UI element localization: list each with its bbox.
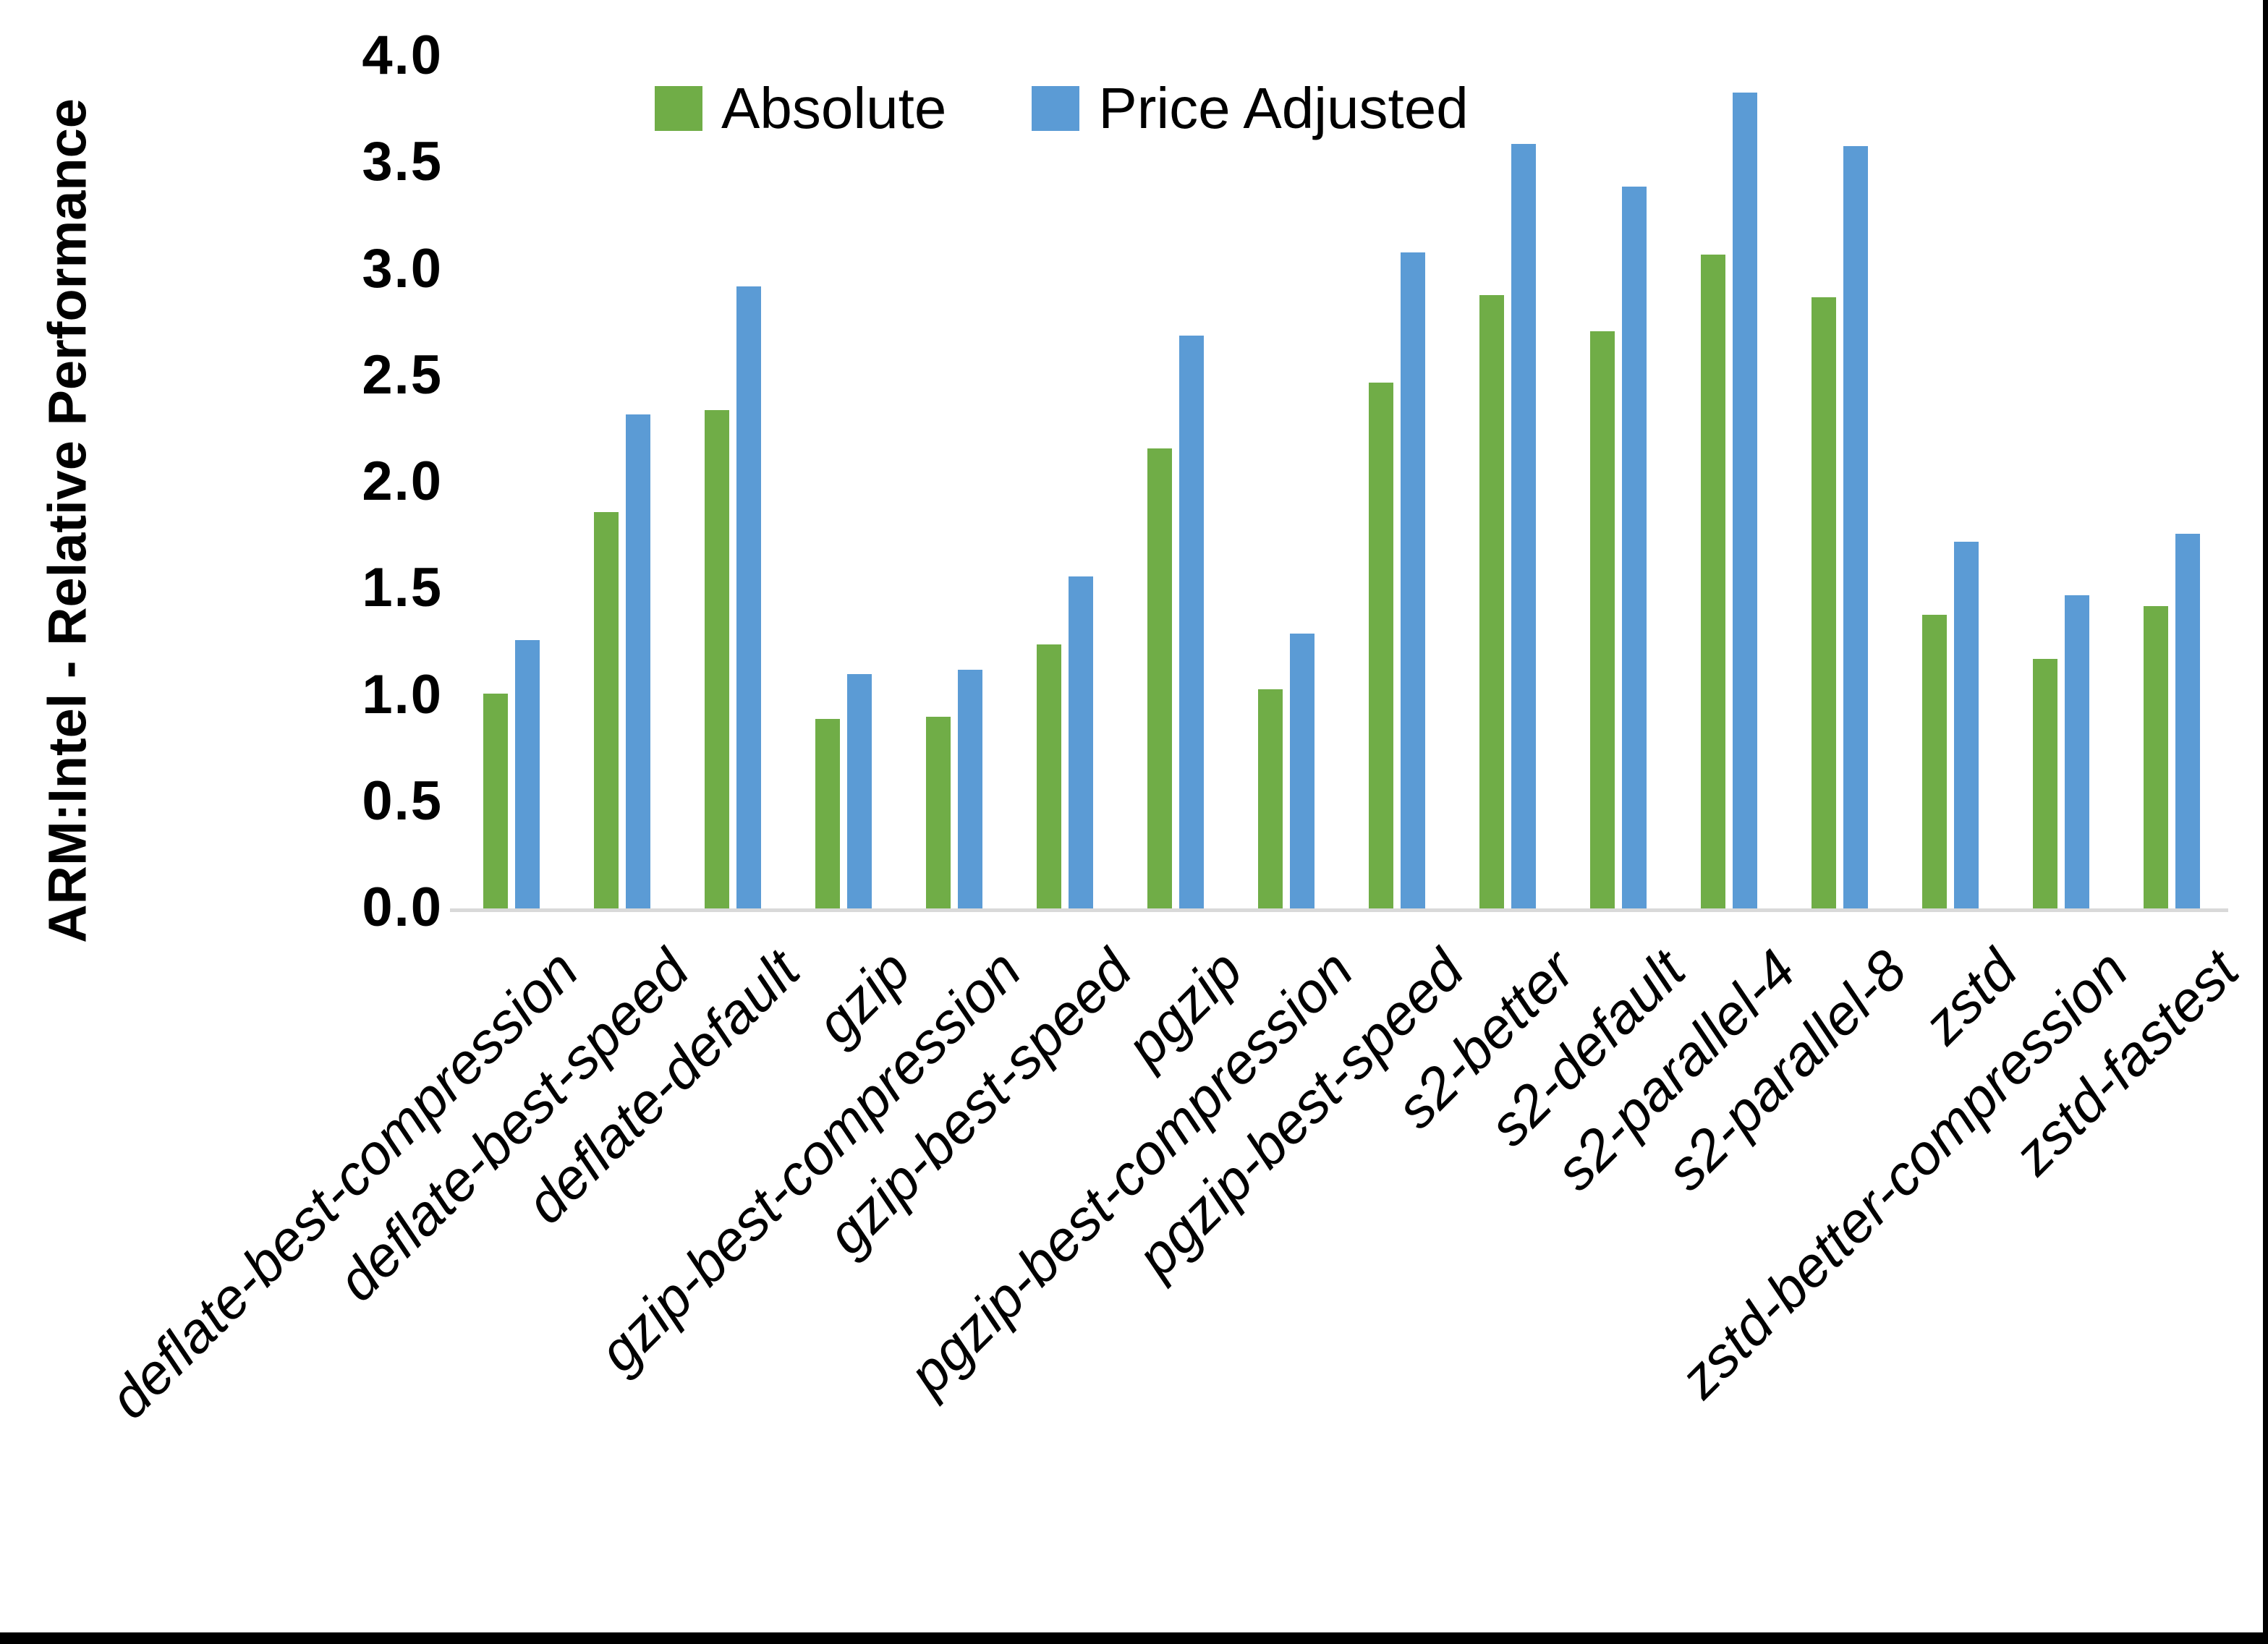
bar-absolute [1368, 382, 1393, 908]
y-tick-label: 0.0 [362, 876, 443, 938]
bar-absolute [593, 512, 619, 908]
bar-absolute [1257, 689, 1283, 908]
y-tick-label: 1.0 [362, 663, 443, 725]
bar-absolute [1921, 614, 1947, 908]
screenshot-bottom-border [0, 1632, 2268, 1644]
bar-groups [456, 56, 2227, 908]
bar-absolute [925, 716, 951, 908]
bar-absolute [815, 718, 840, 908]
bar-group [788, 56, 899, 908]
legend: Absolute Price Adjusted [655, 80, 1469, 137]
legend-swatch-absolute [655, 86, 702, 131]
bar-price-adjusted [1621, 186, 1647, 908]
bar-absolute [483, 693, 508, 908]
bar-group [1009, 56, 1120, 908]
bar-absolute [2143, 605, 2168, 908]
bar-group [1563, 56, 1673, 908]
y-tick-label: 0.5 [362, 770, 443, 832]
bar-price-adjusted [957, 670, 982, 908]
x-axis-baseline [450, 908, 2228, 912]
bar-price-adjusted [846, 674, 872, 908]
legend-item-price-adjusted: Price Adjusted [1032, 76, 1469, 140]
legend-label-price-adjusted: Price Adjusted [1098, 76, 1469, 140]
bar-group [677, 56, 788, 908]
bar-price-adjusted [1400, 252, 1425, 908]
bar-group [1341, 56, 1452, 908]
plot-area [456, 56, 2227, 908]
bar-group [1120, 56, 1231, 908]
bar-price-adjusted [1953, 542, 1979, 908]
bar-price-adjusted [1178, 335, 1204, 908]
bar-group [1784, 56, 1895, 908]
bar-absolute [1479, 294, 1504, 908]
y-tick-label: 2.0 [362, 450, 443, 512]
bar-group [1452, 56, 1563, 908]
y-tick-label: 1.5 [362, 557, 443, 619]
bar-price-adjusted [2064, 595, 2089, 908]
legend-item-absolute: Absolute [655, 80, 946, 137]
y-tick-label: 3.0 [362, 237, 443, 299]
y-tick-label: 3.5 [362, 131, 443, 193]
bar-price-adjusted [1511, 143, 1536, 908]
bar-group [2005, 56, 2116, 908]
bar-group [899, 56, 1009, 908]
bar-absolute [1811, 297, 1836, 908]
screenshot-right-border [2263, 0, 2268, 1644]
bar-absolute [2032, 659, 2057, 908]
legend-label-absolute: Absolute [721, 76, 947, 140]
bar-group [2116, 56, 2227, 908]
bar-price-adjusted [514, 639, 540, 908]
bar-price-adjusted [1289, 634, 1314, 908]
bar-price-adjusted [1732, 93, 1757, 908]
bar-group [566, 56, 677, 908]
bar-group [1673, 56, 1784, 908]
y-tick-label: 2.5 [362, 344, 443, 406]
bar-absolute [1147, 448, 1172, 908]
bar-price-adjusted [1068, 576, 1093, 908]
bar-price-adjusted [625, 414, 650, 908]
y-axis-tick-labels: 0.0 0.5 1.0 1.5 2.0 2.5 3.0 3.5 4.0 [0, 0, 443, 1644]
bar-price-adjusted [736, 286, 761, 908]
bar-absolute [1700, 254, 1725, 908]
bar-group [1895, 56, 2005, 908]
bar-group [1231, 56, 1341, 908]
y-tick-label: 4.0 [362, 24, 443, 86]
bar-price-adjusted [1843, 145, 1868, 908]
bar-absolute [1589, 331, 1615, 908]
bar-group [456, 56, 566, 908]
bar-absolute [704, 409, 729, 908]
bar-absolute [1036, 644, 1061, 908]
bar-price-adjusted [2175, 533, 2200, 908]
legend-swatch-price-adjusted [1032, 86, 1080, 131]
